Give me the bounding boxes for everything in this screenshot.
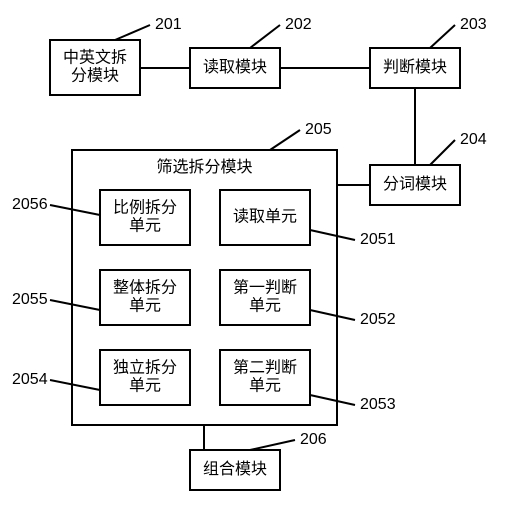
ref-number: 2055	[12, 291, 48, 308]
node-label: 组合模块	[203, 460, 267, 478]
node-n2056: 比例拆分单元	[100, 190, 190, 245]
node-n2053: 第二判断单元	[220, 350, 310, 405]
node-label: 单元	[129, 217, 161, 235]
node-n202: 读取模块	[190, 48, 280, 88]
flowchart-canvas: 中英文拆分模块读取模块判断模块分词模块筛选拆分模块组合模块读取单元第一判断单元第…	[0, 0, 515, 516]
leader-line	[115, 25, 150, 40]
leader-line	[430, 140, 455, 165]
leader-line	[250, 440, 295, 450]
node-label: 读取单元	[233, 208, 297, 226]
node-label: 单元	[249, 297, 281, 315]
node-label: 整体拆分	[113, 279, 177, 297]
ref-number: 2056	[12, 196, 48, 213]
ref-number: 2051	[360, 231, 396, 248]
ref-number: 205	[305, 121, 332, 138]
ref-number: 2052	[360, 311, 396, 328]
ref-number: 204	[460, 131, 487, 148]
ref-number: 2053	[360, 396, 396, 413]
ref-number: 201	[155, 16, 182, 33]
node-n2055: 整体拆分单元	[100, 270, 190, 325]
node-n204: 分词模块	[370, 165, 460, 205]
node-label: 中英文拆	[63, 49, 127, 67]
leader-line	[270, 130, 300, 150]
node-label: 单元	[129, 377, 161, 395]
node-label: 判断模块	[383, 58, 447, 76]
node-label: 分模块	[71, 67, 119, 85]
node-label: 读取模块	[203, 58, 267, 76]
ref-number: 2054	[12, 371, 48, 388]
node-label: 单元	[249, 377, 281, 395]
node-n201: 中英文拆分模块	[50, 40, 140, 95]
node-n2052: 第一判断单元	[220, 270, 310, 325]
node-label: 第二判断	[233, 359, 297, 377]
leader-line	[430, 25, 455, 48]
node-label: 第一判断	[233, 279, 297, 297]
leader-line	[250, 25, 280, 48]
node-label: 单元	[129, 297, 161, 315]
node-label: 筛选拆分模块	[156, 157, 252, 176]
node-n203: 判断模块	[370, 48, 460, 88]
ref-number: 202	[285, 16, 312, 33]
node-n2051: 读取单元	[220, 190, 310, 245]
ref-number: 206	[300, 431, 327, 448]
node-n2054: 独立拆分单元	[100, 350, 190, 405]
node-label: 分词模块	[383, 175, 447, 193]
ref-number: 203	[460, 16, 487, 33]
node-label: 独立拆分	[113, 359, 177, 377]
node-n206: 组合模块	[190, 450, 280, 490]
node-label: 比例拆分	[113, 199, 177, 217]
